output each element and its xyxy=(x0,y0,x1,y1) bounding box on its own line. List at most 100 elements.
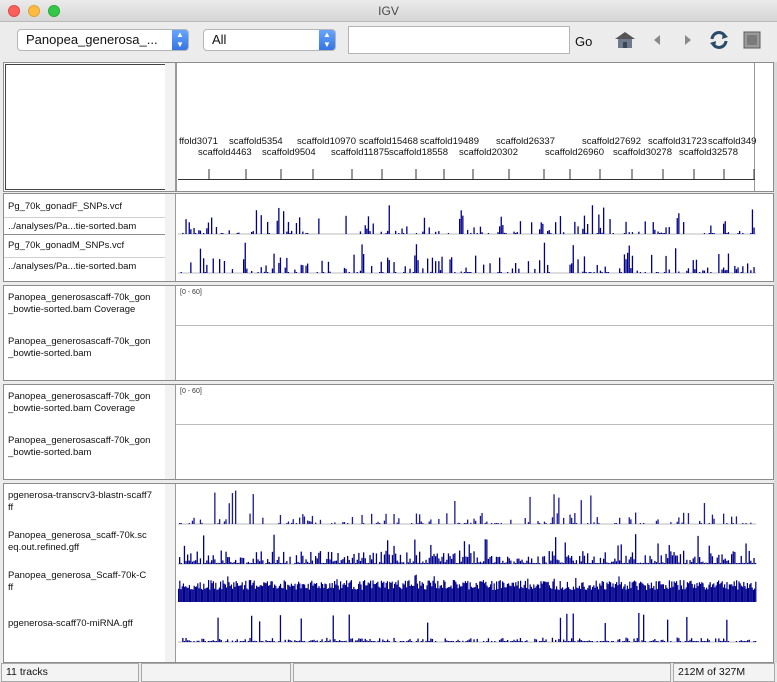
track-name-line: _bowtie-sorted.bam Coverage xyxy=(8,304,136,315)
snp-histogram-gonadF xyxy=(178,205,756,235)
chromosome-label[interactable]: scaffold19489 xyxy=(420,136,479,147)
track-name-transcr-blastn[interactable]: pgenerosa-transcrv3-blastn-scaff7 ff xyxy=(8,490,162,514)
track-name-line: _bowtie-sorted.bam Coverage xyxy=(8,403,136,414)
window-title: IGV xyxy=(378,4,399,18)
track-name-gonadF-bam[interactable]: ../analyses/Pa...tie-sorted.bam xyxy=(8,221,137,232)
snp-track-plot xyxy=(178,205,756,274)
track-name-line: Panopea_generosascaff-70k_gon xyxy=(8,435,151,446)
chromosome-label[interactable]: scaffold26337 xyxy=(496,136,555,147)
refresh-icon[interactable] xyxy=(707,30,731,50)
chromosome-label[interactable]: scaffold20302 xyxy=(459,147,518,158)
status-memory[interactable]: 212M of 327M xyxy=(673,663,775,682)
minimize-window-button[interactable] xyxy=(28,5,40,17)
vertical-scrollbar[interactable] xyxy=(774,62,777,663)
go-button[interactable]: Go xyxy=(575,34,593,49)
ruler-name-cell xyxy=(5,64,166,190)
bam1-data-area[interactable]: [0 - 60] xyxy=(176,286,773,380)
feature-histogram-scaff70k xyxy=(178,574,757,602)
chromosome-label[interactable]: scaffold9504 xyxy=(262,147,316,158)
track-name-gonadF-vcf[interactable]: Pg_70k_gonadF_SNPs.vcf xyxy=(8,201,123,212)
track-name-mirna[interactable]: pgenerosa-scaff70-miRNA.gff xyxy=(8,618,162,630)
track-divider xyxy=(176,424,773,425)
chromosome-label[interactable]: scaffold31723 xyxy=(648,136,707,147)
chromosome-select-value: All xyxy=(212,32,227,47)
chromosome-label[interactable]: scaffold18558 xyxy=(389,147,448,158)
track-name-scaff70k-c[interactable]: Panopea_generosa_Scaff-70k-C ff xyxy=(8,570,162,594)
track-name-line: Panopea_generosascaff-70k_gon xyxy=(8,292,151,303)
track-name-line: pgenerosa-transcrv3-blastn-scaff7 xyxy=(8,490,152,501)
track-name-line: Panopea_generosa_scaff-70k.sc xyxy=(8,530,147,541)
feature-data-area[interactable] xyxy=(176,484,773,662)
attribute-gutter xyxy=(165,484,176,662)
home-icon[interactable] xyxy=(613,30,637,50)
data-range-label: [0 - 60] xyxy=(180,388,202,395)
genome-select-value: Panopea_generosa_... xyxy=(26,32,158,47)
feature-histogram-repeats xyxy=(178,534,757,565)
chromosome-label[interactable]: ffold3071 xyxy=(179,136,218,147)
track-name-line: ff xyxy=(8,582,14,593)
chromosome-label[interactable]: scaffold5354 xyxy=(229,136,283,147)
ruler-area[interactable]: ffold3071 scaffold5354 scaffold10970 scaffo… xyxy=(176,63,773,191)
feature-panel: pgenerosa-transcrv3-blastn-scaff7 ff Pan… xyxy=(3,483,774,663)
bam2-data-area[interactable]: [0 - 60] xyxy=(176,385,773,479)
track-name-bam1-coverage[interactable]: Panopea_generosascaff-70k_gon _bowtie-so… xyxy=(8,292,162,316)
track-name-repeatmasker[interactable]: Panopea_generosa_scaff-70k.sc eq.out.ref… xyxy=(8,530,162,554)
chromosome-label[interactable]: scaffold30278 xyxy=(613,147,672,158)
back-arrow-icon[interactable] xyxy=(649,30,665,50)
track-name-line: _bowtie-sorted.bam xyxy=(8,447,92,458)
track-name-line: eq.out.refined.gff xyxy=(8,542,80,553)
chromosome-label[interactable]: scaffold27692 xyxy=(582,136,641,147)
bam-panel-1: Panopea_generosascaff-70k_gon _bowtie-so… xyxy=(3,285,774,381)
bam1-track-names: Panopea_generosascaff-70k_gon _bowtie-so… xyxy=(4,286,166,380)
chromosome-label[interactable]: scaffold349 xyxy=(708,136,757,147)
track-divider xyxy=(4,234,165,235)
genome-select[interactable]: Panopea_generosa_... ▲ ▼ xyxy=(17,29,189,51)
ruler-ticks xyxy=(208,169,755,179)
track-name-bam2-alignments[interactable]: Panopea_generosascaff-70k_gon _bowtie-so… xyxy=(8,435,162,459)
close-window-button[interactable] xyxy=(8,5,20,17)
track-name-line: _bowtie-sorted.bam xyxy=(8,348,92,359)
status-cell-2 xyxy=(141,663,291,682)
track-name-gonadM-bam[interactable]: ../analyses/Pa...tie-sorted.bam xyxy=(8,261,137,272)
feature-track-names: pgenerosa-transcrv3-blastn-scaff7 ff Pan… xyxy=(4,484,166,662)
track-name-gonadM-vcf[interactable]: Pg_70k_gonadM_SNPs.vcf xyxy=(8,240,125,251)
feature-histogram-transcr xyxy=(178,490,756,525)
feature-histogram-mirna xyxy=(178,612,757,643)
track-name-line: pgenerosa-scaff70-miRNA.gff xyxy=(8,618,133,629)
bam2-track-names: Panopea_generosascaff-70k_gon _bowtie-so… xyxy=(4,385,166,479)
chromosome-label[interactable]: scaffold10970 xyxy=(297,136,356,147)
status-message xyxy=(293,663,671,682)
region-of-interest-icon[interactable] xyxy=(742,30,762,50)
attribute-gutter xyxy=(165,63,176,191)
chromosome-label[interactable]: scaffold26960 xyxy=(545,147,604,158)
snp-histogram-gonadM xyxy=(178,242,756,274)
snp-panel: Pg_70k_gonadF_SNPs.vcf ../analyses/Pa...… xyxy=(3,193,774,282)
chevron-updown-icon: ▲ ▼ xyxy=(319,30,335,50)
snp-data-area[interactable] xyxy=(176,194,773,281)
snp-track-names: Pg_70k_gonadF_SNPs.vcf ../analyses/Pa...… xyxy=(4,194,166,281)
zoom-window-button[interactable] xyxy=(48,5,60,17)
track-name-line: ff xyxy=(8,502,14,513)
track-divider xyxy=(4,257,165,258)
data-range-label: [0 - 60] xyxy=(180,289,202,296)
chromosome-label[interactable]: scaffold11875 xyxy=(331,147,390,158)
track-name-bam1-alignments[interactable]: Panopea_generosascaff-70k_gon _bowtie-so… xyxy=(8,336,162,360)
status-track-count: 11 tracks xyxy=(1,663,139,682)
track-name-bam2-coverage[interactable]: Panopea_generosascaff-70k_gon _bowtie-so… xyxy=(8,391,162,415)
feature-track-plot xyxy=(178,490,757,643)
chromosome-label[interactable]: scaffold4463 xyxy=(198,147,252,158)
chromosome-select[interactable]: All ▲ ▼ xyxy=(203,29,336,51)
ruler-axis-line xyxy=(178,179,755,180)
forward-arrow-icon[interactable] xyxy=(680,30,696,50)
bam-panel-2: Panopea_generosascaff-70k_gon _bowtie-so… xyxy=(3,384,774,480)
track-name-line: Panopea_generosascaff-70k_gon xyxy=(8,391,151,402)
ruler-panel: ffold3071 scaffold5354 scaffold10970 scaffo… xyxy=(3,62,774,192)
ruler-frame xyxy=(176,63,755,191)
track-name-line: Panopea_generosa_Scaff-70k-C xyxy=(8,570,147,581)
track-name-line: Panopea_generosascaff-70k_gon xyxy=(8,336,151,347)
chromosome-label[interactable]: scaffold15468 xyxy=(359,136,418,147)
locus-search-input[interactable] xyxy=(348,26,570,54)
attribute-gutter xyxy=(165,194,176,281)
chromosome-label[interactable]: scaffold32578 xyxy=(679,147,738,158)
track-divider xyxy=(176,325,773,326)
